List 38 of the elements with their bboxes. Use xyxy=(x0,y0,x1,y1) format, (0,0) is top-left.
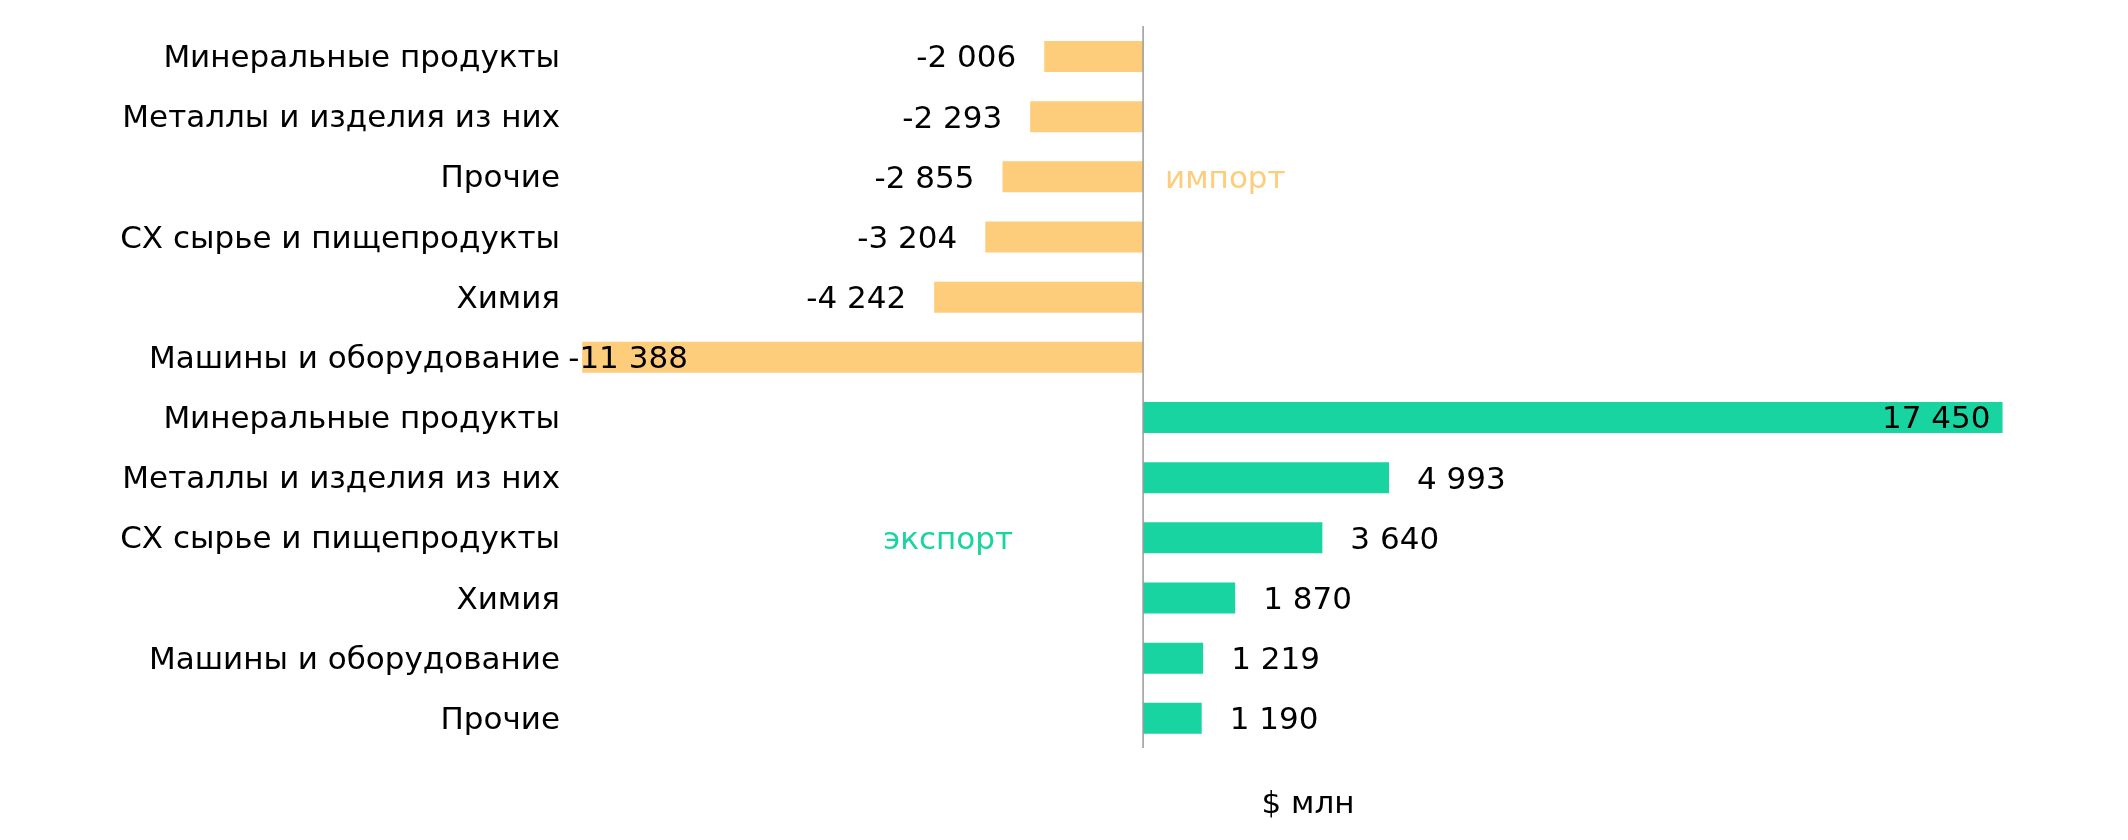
data-label: -11 388 xyxy=(568,339,688,376)
bar xyxy=(1143,522,1323,554)
y-tick-label: Прочие xyxy=(440,158,560,195)
y-tick-label: СХ сырье и пищепродукты xyxy=(120,519,560,556)
data-label: 1 219 xyxy=(1231,640,1320,677)
data-label: -2 006 xyxy=(916,38,1017,75)
data-label: 1 870 xyxy=(1263,579,1352,616)
bar xyxy=(1143,642,1204,674)
bar xyxy=(1044,41,1144,72)
y-tick-label: СХ сырье и пищепродукты xyxy=(120,218,560,255)
data-label: 3 640 xyxy=(1350,519,1440,556)
y-tick-label: Металлы и изделия из них xyxy=(122,98,560,135)
bar xyxy=(934,281,1144,313)
y-tick-label: Химия xyxy=(456,579,560,616)
text: экспорт xyxy=(883,519,1014,556)
bar xyxy=(1143,582,1236,614)
bar xyxy=(1143,462,1390,494)
data-label: 17 450 xyxy=(1882,399,1991,436)
series-label: импорт xyxy=(1165,158,1286,195)
x-axis-title: $ млн xyxy=(1261,784,1355,820)
y-tick-label: Прочие xyxy=(440,699,560,736)
bar xyxy=(1143,702,1202,734)
data-label: -4 242 xyxy=(806,279,907,316)
y-tick-label: Минеральные продукты xyxy=(163,38,560,75)
bar xyxy=(985,221,1144,253)
data-label: -2 855 xyxy=(874,158,975,195)
y-tick-label: Машины и оборудование xyxy=(148,639,560,676)
y-tick-label: Машины и оборудование xyxy=(148,338,560,375)
bar xyxy=(1143,402,2003,433)
y-tick-label: Минеральные продукты xyxy=(163,399,560,436)
y-tick-label: Химия xyxy=(456,278,560,315)
data-label: 1 190 xyxy=(1229,700,1319,737)
bar xyxy=(1030,101,1144,133)
y-tick-label: Металлы и изделия из них xyxy=(122,459,560,496)
data-label: -2 293 xyxy=(902,98,1003,135)
data-label: -3 204 xyxy=(857,218,958,255)
data-label: 4 993 xyxy=(1417,459,1506,496)
bar xyxy=(1002,161,1144,193)
